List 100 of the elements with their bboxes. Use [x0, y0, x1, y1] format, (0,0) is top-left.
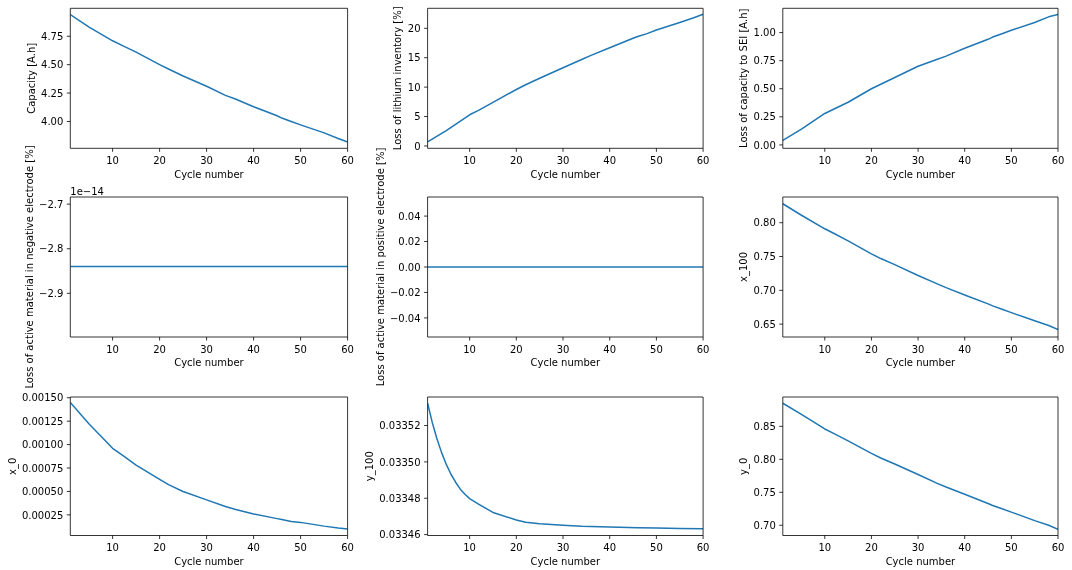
y-tick-label: 4.25	[41, 87, 64, 99]
y-axis-title: Capacity [A.h]	[25, 42, 37, 114]
y-tick-label: 20	[407, 22, 421, 34]
y-tick-label: 0.80	[753, 453, 776, 465]
x-tick-label: 20	[153, 542, 166, 554]
y-tick-label: 0.00025	[21, 509, 64, 521]
x-tick-label: 50	[1004, 343, 1018, 355]
y-tick-label: 0.75	[753, 55, 776, 67]
line-series	[782, 402, 1058, 530]
x-tick-label: 60	[341, 542, 354, 554]
y-tick-label: 0.00075	[21, 462, 64, 474]
y-axis-title: y_100	[363, 451, 376, 482]
line-series	[70, 13, 348, 143]
x-axis-title: Cycle number	[530, 555, 601, 567]
x-tick-label: 20	[509, 154, 523, 166]
x-axis-title: Cycle number	[885, 357, 957, 369]
x-axis-title: Cycle number	[885, 555, 957, 567]
x-tick-label: 40	[247, 343, 260, 355]
y-axis-title: x_0	[6, 457, 19, 475]
y-tick-label: 0.03346	[379, 529, 421, 541]
x-tick-label: 10	[463, 154, 476, 166]
y-tick-label: 0.02	[398, 236, 421, 248]
y-tick-label: 0.00	[753, 139, 776, 151]
x-tick-label: 30	[911, 154, 925, 166]
x-tick-label: 30	[556, 154, 570, 166]
x-tick-label: 50	[294, 154, 307, 166]
x-tick-label: 40	[603, 343, 617, 355]
x-tick-label: 40	[247, 154, 260, 166]
y-tick-label: −0.02	[389, 287, 421, 299]
x-tick-label: 30	[911, 542, 925, 554]
y-tick-label: 4.50	[41, 59, 64, 71]
x-tick-label: 50	[1004, 154, 1018, 166]
x-tick-label: 60	[341, 154, 354, 166]
x-axis-title: Cycle number	[530, 168, 601, 180]
x-tick-label: 30	[556, 542, 570, 554]
y-tick-label: 0.80	[753, 217, 776, 229]
x-tick-label: 30	[911, 343, 925, 355]
y-tick-label: 0.50	[753, 83, 776, 95]
line-series	[427, 402, 704, 530]
x-tick-label: 20	[153, 343, 166, 355]
y-tick-label: 0.00050	[21, 486, 64, 498]
y-tick-label: 0.04	[398, 210, 421, 222]
x-axis-title: Cycle number	[174, 168, 245, 180]
x-tick-label: 50	[1004, 542, 1018, 554]
y-tick-label: 0.25	[753, 111, 776, 123]
x-axis-title: Cycle number	[174, 357, 245, 369]
y-tick-label: 0.75	[753, 486, 776, 498]
y-tick-label: 4.75	[41, 30, 64, 42]
x-tick-label: 10	[463, 343, 476, 355]
y-tick-label: −2.9	[39, 287, 64, 299]
line-series	[782, 203, 1058, 331]
x-tick-label: 60	[1051, 343, 1065, 355]
x-tick-label: 10	[818, 343, 832, 355]
x-tick-label: 30	[200, 343, 213, 355]
y-axis-title: Loss of lithium inventory [%]	[392, 6, 404, 151]
x-tick-label: 40	[958, 343, 972, 355]
x-tick-label: 40	[603, 542, 617, 554]
x-tick-label: 10	[106, 343, 119, 355]
x-tick-label: 20	[865, 343, 878, 355]
x-tick-label: 30	[200, 542, 213, 554]
x-tick-label: 50	[650, 542, 663, 554]
x-tick-label: 20	[509, 343, 523, 355]
y-axis-title: Loss of active material in positive electrode [%]	[374, 147, 386, 387]
y-axis-title: y_0	[738, 457, 751, 475]
y-tick-label: 0.75	[753, 251, 776, 263]
x-tick-label: 20	[865, 542, 878, 554]
y-tick-label: 0.70	[753, 284, 776, 296]
y-tick-label: 0.65	[753, 318, 776, 330]
x-tick-label: 20	[865, 154, 878, 166]
x-tick-label: 50	[650, 154, 663, 166]
y-tick-label: −2.7	[39, 198, 64, 210]
y-tick-label: 0.00100	[21, 439, 64, 451]
x-tick-label: 40	[247, 542, 260, 554]
x-tick-label: 10	[106, 542, 119, 554]
y-tick-label: −0.04	[389, 312, 421, 324]
y-tick-label: 0.00	[398, 261, 421, 273]
x-tick-label: 40	[958, 542, 972, 554]
x-tick-label: 50	[294, 542, 307, 554]
y-tick-label: 0.00150	[21, 392, 64, 404]
y-axis-title: Loss of capacity to SEI [A.h]	[738, 8, 750, 148]
x-axis-title: Cycle number	[174, 555, 245, 567]
x-tick-label: 40	[958, 154, 972, 166]
x-axis-title: Cycle number	[530, 357, 601, 369]
x-tick-label: 10	[818, 542, 832, 554]
x-tick-label: 60	[696, 542, 710, 554]
y-axis-title: x_100	[738, 251, 751, 283]
x-tick-label: 10	[818, 154, 832, 166]
y-tick-label: 0.70	[753, 519, 776, 531]
x-tick-label: 20	[509, 542, 523, 554]
y-tick-label: 5	[414, 111, 421, 123]
line-series	[427, 13, 704, 143]
x-tick-label: 30	[556, 343, 570, 355]
y-tick-label: 10	[407, 81, 421, 93]
x-tick-label: 30	[200, 154, 213, 166]
x-tick-label: 50	[294, 343, 307, 355]
y-tick-label: 0.85	[753, 421, 776, 432]
x-tick-label: 20	[153, 154, 166, 166]
x-tick-label: 60	[341, 343, 354, 355]
x-tick-label: 60	[696, 154, 710, 166]
x-tick-label: 10	[106, 154, 119, 166]
